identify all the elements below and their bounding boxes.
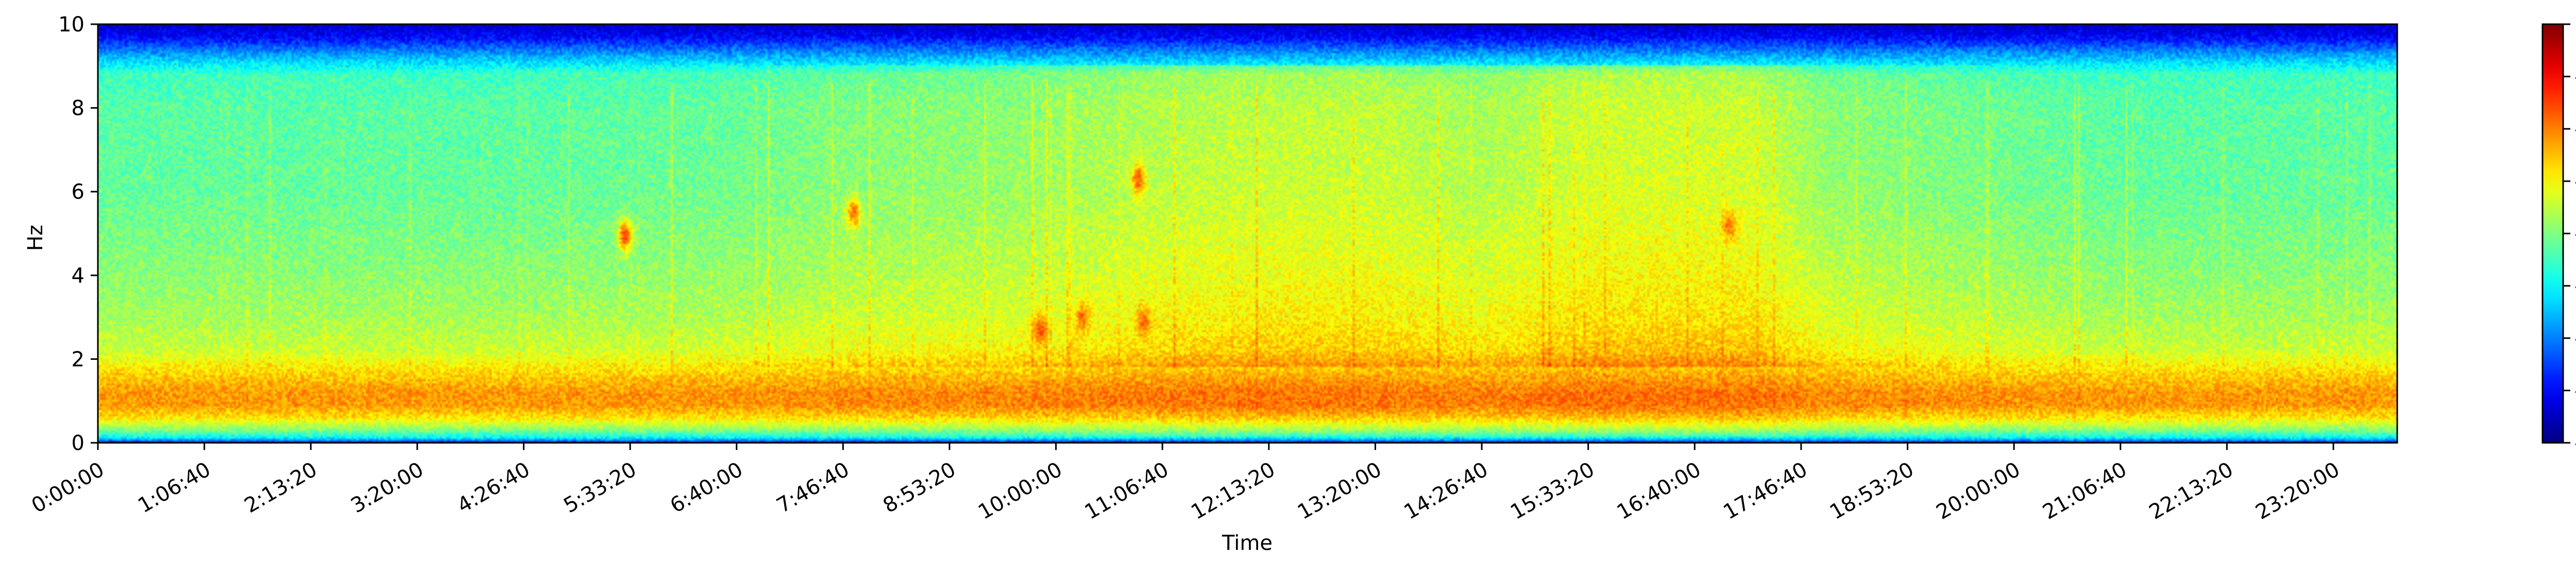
x-tick-label: 12:13:20	[1187, 458, 1279, 525]
x-tick-label: 4:26:40	[453, 458, 534, 518]
x-axis-label: Time	[1222, 531, 1273, 555]
x-axis: 0:00:00 1:06:40 2:13:20 3:20:00 4:26:40 5:33:…	[27, 443, 2344, 524]
x-tick-label: 14:26:40	[1400, 458, 1492, 525]
x-tick-label: 7:46:40	[773, 458, 854, 518]
x-tick-label: 22:13:20	[2145, 458, 2238, 525]
colorbar-tick-label: -80 dB	[2574, 431, 2576, 455]
x-tick-label: 15:33:20	[1506, 458, 1599, 525]
colorbar-tick-label: +0 dB	[2574, 13, 2576, 37]
x-tick-label: 16:40:00	[1613, 458, 1705, 525]
x-tick-label: 10:00:00	[974, 458, 1066, 525]
y-tick-label: 4	[72, 264, 84, 288]
x-tick-label: 3:20:00	[347, 458, 428, 518]
colorbar-tick-label: -40 dB	[2574, 222, 2576, 246]
x-tick-label: 20:00:00	[1933, 458, 2025, 525]
colorbar: +0 dB -10 dB -20 dB -30 dB -40 dB -50 dB -60 d…	[2541, 13, 2576, 455]
x-tick-label: 23:20:00	[2251, 458, 2344, 525]
colorbar-gradient	[2541, 23, 2564, 444]
x-tick-label: 21:06:40	[2039, 458, 2131, 525]
x-tick-label: 13:20:00	[1294, 458, 1386, 525]
x-tick-label: 1:06:40	[134, 458, 215, 518]
colorbar-tick-label: -70 dB	[2574, 379, 2576, 403]
x-tick-label: 2:13:20	[241, 458, 321, 518]
colorbar-tick-label: -30 dB	[2574, 170, 2576, 194]
y-tick-label: 6	[72, 180, 84, 204]
colorbar-tick-label: -10 dB	[2574, 65, 2576, 89]
colorbar-tick-label: -50 dB	[2574, 274, 2576, 298]
x-tick-label: 8:53:20	[879, 458, 960, 518]
plot-frame	[97, 23, 2398, 444]
y-axis-label: Hz	[24, 224, 47, 251]
y-axis: 0 2 4 6 8 10	[58, 13, 98, 455]
y-tick-label: 10	[58, 13, 84, 37]
spectrogram-image	[98, 24, 2397, 443]
colorbar-tick-label: -60 dB	[2574, 327, 2576, 351]
x-tick-label: 18:53:20	[1826, 458, 1918, 525]
x-tick-label: 6:40:00	[666, 458, 747, 518]
y-tick-label: 8	[72, 97, 84, 120]
x-tick-label: 11:06:40	[1081, 458, 1173, 525]
y-tick-label: 2	[72, 348, 84, 371]
x-tick-label: 17:46:40	[1719, 458, 1811, 525]
colorbar-tick-label: -20 dB	[2574, 117, 2576, 141]
y-tick-label: 0	[72, 431, 84, 455]
x-tick-label: 5:33:20	[560, 458, 641, 518]
x-tick-label: 0:00:00	[27, 458, 108, 518]
